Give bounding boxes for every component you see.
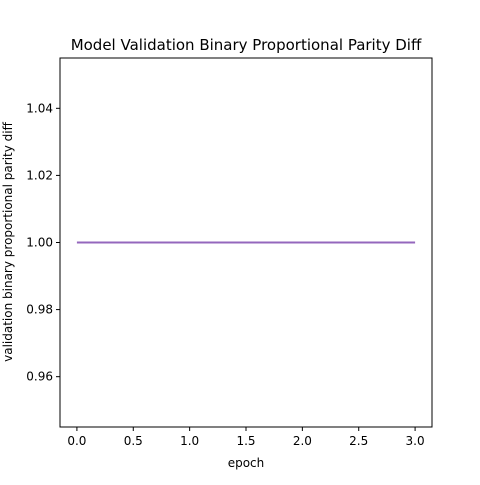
y-axis: 0.96 0.98 1.00 1.02 1.04: [26, 101, 60, 384]
y-tick-label: 1.02: [26, 168, 53, 182]
y-tick-label: 0.98: [26, 303, 53, 317]
x-tick-label: 1.5: [236, 434, 255, 448]
x-tick-label: 0.5: [124, 434, 143, 448]
y-tick-label: 0.96: [26, 370, 53, 384]
chart-title: Model Validation Binary Proportional Par…: [71, 36, 422, 54]
x-tick-label: 2.0: [293, 434, 312, 448]
x-tick-label: 1.0: [180, 434, 199, 448]
x-axis: 0.0 0.5 1.0 1.5 2.0 2.5 3.0: [67, 427, 425, 448]
x-tick-label: 0.0: [67, 434, 86, 448]
y-tick-label: 1.04: [26, 101, 53, 115]
x-axis-label: epoch: [228, 456, 265, 470]
y-tick-label: 1.00: [26, 236, 53, 250]
x-tick-label: 3.0: [406, 434, 425, 448]
x-tick-label: 2.5: [349, 434, 368, 448]
axes-frame: [59, 57, 433, 428]
y-axis-label: validation binary proportional parity di…: [1, 121, 15, 361]
